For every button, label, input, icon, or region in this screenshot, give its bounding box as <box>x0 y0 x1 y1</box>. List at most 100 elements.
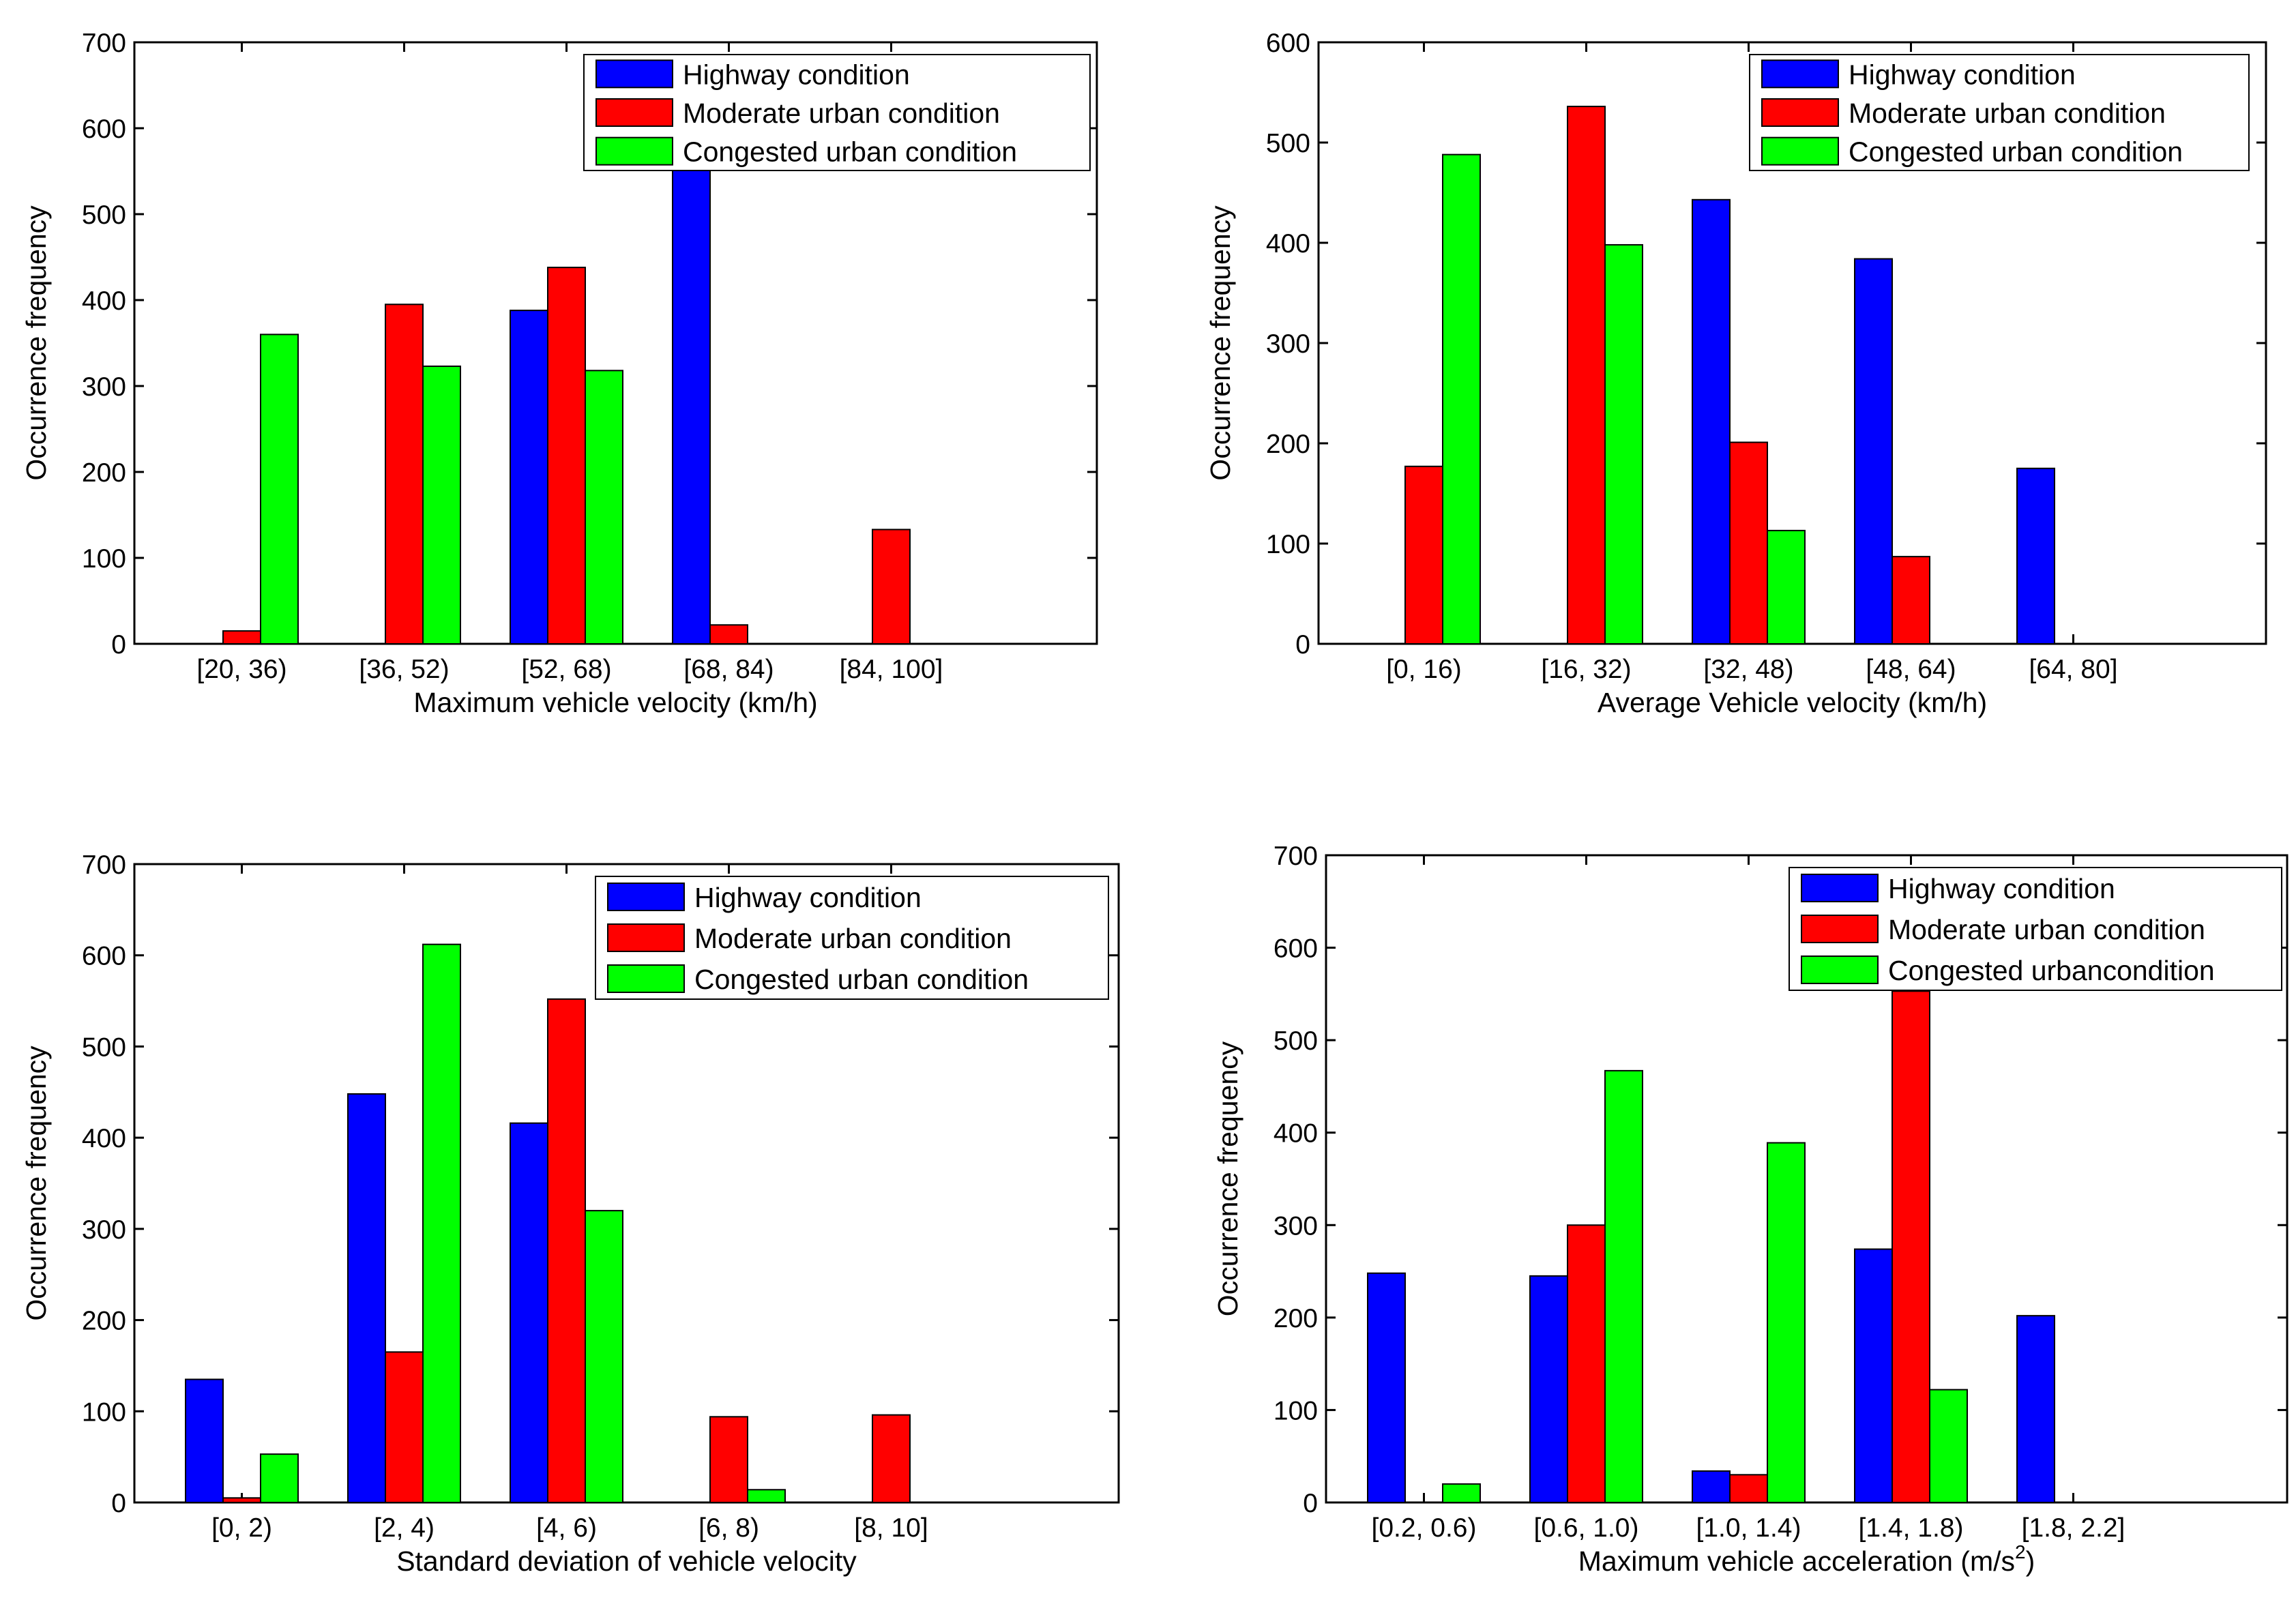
bar-congested <box>1604 1069 1643 1504</box>
y-tick-label: 0 <box>1295 630 1310 660</box>
x-axis-label-text: Maximum vehicle velocity (km/h) <box>413 687 817 718</box>
bar-congested <box>585 1210 623 1503</box>
legend: Highway condition Moderate urban conditio… <box>1789 867 2282 991</box>
x-tick-label: [68, 84) <box>683 655 774 684</box>
x-tick-label: [48, 64) <box>1866 655 1956 684</box>
bar-moderate <box>872 529 911 645</box>
y-axis-label: Occurrence frequency <box>20 1046 52 1321</box>
y-tick-label: 100 <box>1274 1396 1318 1425</box>
y-tick-label: 600 <box>82 115 126 144</box>
bar-congested <box>1604 243 1643 645</box>
subplot-3: 0 100 200 300 400 500 600 700 [0, 2) [2, 4) [4, 6)… <box>20 850 1120 1577</box>
legend-swatch-highway <box>1801 874 1879 902</box>
x-axis-label-text: Standard deviation of vehicle velocity <box>396 1545 857 1577</box>
y-tick-label: 400 <box>82 1124 126 1153</box>
bar-moderate <box>1729 441 1768 645</box>
bar-highway <box>1367 1272 1406 1503</box>
axes-box <box>1325 854 2288 1504</box>
bar-congested <box>260 334 299 645</box>
legend-swatch-congested <box>595 136 673 166</box>
x-axis-label: Maximum vehicle acceleration (m/s2) <box>1578 1541 2035 1577</box>
bar-congested <box>1767 1142 1806 1504</box>
x-tick-label: [0, 16) <box>1386 655 1462 684</box>
bar-moderate <box>385 1351 424 1504</box>
y-tick-label: 300 <box>82 1215 126 1245</box>
legend-label: Congested urban condition <box>683 136 1017 168</box>
y-tick-label: 500 <box>82 1033 126 1062</box>
legend-swatch-moderate <box>1761 98 1839 127</box>
x-tick-label: [32, 48) <box>1703 655 1793 684</box>
y-tick-label: 600 <box>1274 934 1318 964</box>
legend-swatch-highway <box>607 883 685 911</box>
x-axis-label: Standard deviation of vehicle velocity <box>396 1545 857 1577</box>
legend: Highway condition Moderate urban conditio… <box>595 876 1109 1000</box>
bar-moderate <box>709 624 748 645</box>
y-tick-label: 700 <box>82 850 126 880</box>
y-tick-label: 700 <box>82 29 126 58</box>
x-tick-label: [1.4, 1.8) <box>1859 1513 1964 1543</box>
subplot-2: 0 100 200 300 400 500 600 [0, 16) [16, 32) [32, 4… <box>1205 29 2267 718</box>
legend-swatch-moderate <box>1801 915 1879 943</box>
bar-highway <box>1529 1275 1568 1503</box>
bar-moderate <box>709 1416 748 1504</box>
bar-moderate <box>872 1414 911 1503</box>
subplot-4: 0 100 200 300 400 500 600 700 [0.2, 0.6) [0.6, 1.… <box>1212 842 2288 1577</box>
subplot-1: 0 100 200 300 400 500 600 700 [20, 36) [36, 52) [5… <box>20 29 1098 718</box>
bar-highway <box>1854 258 1893 645</box>
x-tick-label: [52, 68) <box>521 655 611 684</box>
y-tick-label: 500 <box>82 201 126 230</box>
y-tick-label: 300 <box>82 372 126 402</box>
legend-label: Highway condition <box>694 882 922 913</box>
bar-moderate <box>222 630 261 645</box>
x-axis-label-text: Average Vehicle velocity (km/h) <box>1598 687 1987 718</box>
bar-highway <box>672 168 711 645</box>
bar-moderate <box>1729 1474 1768 1504</box>
x-axis-label-text: Maximum vehicle acceleration (m/s <box>1578 1545 2015 1577</box>
legend-swatch-moderate <box>595 98 673 127</box>
y-tick-label: 500 <box>1274 1026 1318 1056</box>
x-axis-label-superscript: 2 <box>2015 1541 2026 1562</box>
bar-moderate <box>547 267 586 645</box>
y-tick-label: 200 <box>82 1307 126 1336</box>
legend: Highway condition Moderate urban conditio… <box>583 54 1091 171</box>
x-tick-label: [16, 32) <box>1541 655 1631 684</box>
bar-moderate <box>1404 465 1443 645</box>
y-tick-label: 0 <box>1303 1489 1318 1518</box>
bar-congested <box>585 370 623 645</box>
bar-congested <box>1442 153 1481 645</box>
legend-label: Moderate urban condition <box>1888 914 2205 945</box>
y-axis-label: Occurrence frequency <box>20 205 52 481</box>
bar-moderate <box>1892 990 1930 1504</box>
legend-label: Congested urban condition <box>1849 136 2183 168</box>
y-tick-label: 0 <box>111 630 126 660</box>
x-axis-label: Average Vehicle velocity (km/h) <box>1598 687 1987 718</box>
y-tick-label: 500 <box>1266 129 1310 158</box>
x-axis-label-suffix: ) <box>2026 1545 2035 1577</box>
bar-congested <box>422 943 461 1503</box>
bar-highway <box>1692 198 1731 645</box>
legend-label: Highway condition <box>1888 873 2115 904</box>
x-tick-label: [20, 36) <box>196 655 286 684</box>
legend-label: Congested urban condition <box>694 964 1029 995</box>
x-tick-label: [1.0, 1.4) <box>1696 1513 1801 1543</box>
y-tick-label: 700 <box>1274 842 1318 871</box>
bar-highway <box>2016 467 2055 645</box>
bar-moderate <box>1567 1224 1606 1504</box>
x-tick-label: [4, 6) <box>536 1513 597 1543</box>
x-tick-label: [36, 52) <box>359 655 449 684</box>
bar-highway <box>347 1093 386 1503</box>
legend-swatch-highway <box>595 59 673 89</box>
bar-congested <box>260 1453 299 1503</box>
legend-label: Moderate urban condition <box>683 98 1000 129</box>
bar-highway <box>510 310 548 645</box>
axes-box <box>133 863 1120 1504</box>
y-tick-label: 0 <box>111 1489 126 1518</box>
x-tick-label: [2, 4) <box>374 1513 435 1543</box>
y-tick-label: 300 <box>1274 1211 1318 1241</box>
legend-swatch-congested <box>1801 955 1879 984</box>
x-tick-label: [8, 10] <box>854 1513 928 1543</box>
legend-label: Highway condition <box>1849 59 2076 90</box>
bar-moderate <box>1567 106 1606 645</box>
bar-congested <box>422 366 461 645</box>
